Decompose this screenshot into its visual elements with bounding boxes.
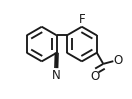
- Text: N: N: [52, 69, 61, 82]
- Text: O: O: [90, 70, 99, 83]
- Text: O: O: [114, 54, 123, 67]
- Text: F: F: [79, 13, 85, 26]
